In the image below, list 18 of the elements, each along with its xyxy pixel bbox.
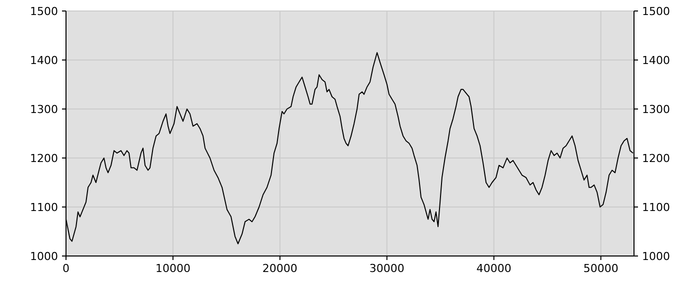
- y2-tick-label: 1000: [642, 250, 670, 263]
- y-tick-label: 1000: [30, 250, 58, 263]
- y2-tick-label: 1400: [642, 54, 670, 67]
- x-tick-label: 30000: [369, 262, 404, 275]
- y2-tick-label: 1500: [642, 4, 670, 18]
- y-tick-label: 1500: [30, 4, 58, 18]
- x-tick-label: 10000: [155, 262, 190, 275]
- x-tick-label: 50000: [583, 262, 618, 275]
- y2-tick-label: 1200: [642, 152, 670, 165]
- x-tick-label: 0: [62, 262, 70, 275]
- y2-tick-label: 1100: [642, 200, 670, 214]
- y-tick-label: 1200: [30, 152, 58, 165]
- y-tick-label: 1400: [30, 54, 58, 67]
- y2-tick-label: 1300: [642, 102, 670, 116]
- x-tick-label: 40000: [476, 262, 512, 275]
- y-tick-label: 1100: [30, 200, 58, 214]
- y-tick-label: 1300: [30, 102, 58, 116]
- x-tick-label: 20000: [262, 262, 298, 275]
